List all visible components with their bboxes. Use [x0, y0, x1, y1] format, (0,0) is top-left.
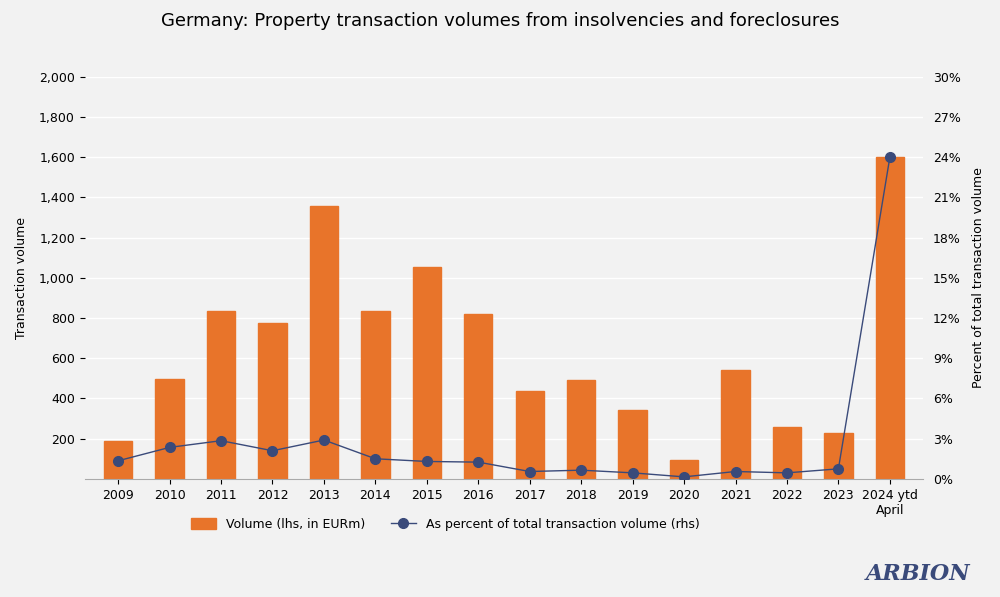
Bar: [618, 410, 647, 479]
Text: Germany: Property transaction volumes from insolvencies and foreclosures: Germany: Property transaction volumes fr…: [161, 12, 839, 30]
Legend: Volume (lhs, in EURm), As percent of total transaction volume (rhs): Volume (lhs, in EURm), As percent of tot…: [185, 512, 706, 537]
Bar: [258, 323, 287, 479]
Bar: [310, 205, 338, 479]
Bar: [670, 460, 698, 479]
Bar: [516, 392, 544, 479]
Bar: [155, 379, 184, 479]
Bar: [361, 311, 390, 479]
Bar: [824, 433, 853, 479]
Y-axis label: Percent of total transaction volume: Percent of total transaction volume: [972, 167, 985, 388]
Text: ARBION: ARBION: [865, 563, 970, 585]
Bar: [773, 427, 801, 479]
Bar: [413, 267, 441, 479]
Bar: [207, 311, 235, 479]
Bar: [104, 441, 132, 479]
Y-axis label: Transaction volume: Transaction volume: [15, 217, 28, 339]
Bar: [567, 380, 595, 479]
Bar: [464, 314, 492, 479]
Bar: [721, 370, 750, 479]
Bar: [876, 157, 904, 479]
